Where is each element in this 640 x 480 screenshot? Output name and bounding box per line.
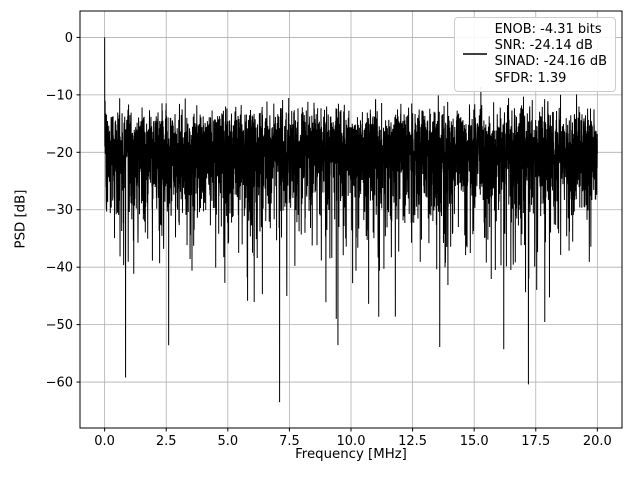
x-axis-label: Frequency [MHz]: [295, 447, 407, 462]
x-tick-label: 20.0: [583, 434, 612, 449]
y-tick-label: −20: [46, 146, 73, 161]
y-tick-label: −40: [46, 261, 73, 276]
legend-entry-sfdr: SFDR: 1.39: [494, 70, 567, 86]
legend-entry-sinad: SINAD: -24.16 dB: [494, 54, 607, 70]
y-tick-label: −30: [46, 203, 73, 218]
x-tick-label: 12.5: [398, 434, 427, 449]
x-tick-label: 15.0: [460, 434, 489, 449]
x-tick-label: 2.5: [156, 434, 177, 449]
y-tick-label: −60: [46, 376, 73, 391]
x-tick-label: 7.5: [279, 434, 300, 449]
legend-entry-snr: SNR: -24.14 dB: [494, 38, 593, 54]
legend-entries: ENOB: -4.31 bits SNR: -24.14 dB SINAD: -…: [495, 22, 607, 87]
x-tick-label: 0.0: [94, 434, 115, 449]
y-tick-label: −50: [46, 318, 73, 333]
y-axis-label: PSD [dB]: [13, 189, 29, 249]
psd-line: [104, 37, 598, 403]
y-tick-label: 0: [65, 31, 73, 46]
x-tick-label: 5.0: [217, 434, 238, 449]
x-tick-label: 10.0: [337, 434, 366, 449]
legend-line-sample: [462, 53, 487, 56]
y-tick-label: −10: [46, 88, 73, 103]
legend-entry-enob: ENOB: -4.31 bits: [494, 22, 602, 37]
x-tick-label: 17.5: [521, 434, 550, 449]
legend: ENOB: -4.31 bits SNR: -24.14 dB SINAD: -…: [453, 17, 616, 92]
